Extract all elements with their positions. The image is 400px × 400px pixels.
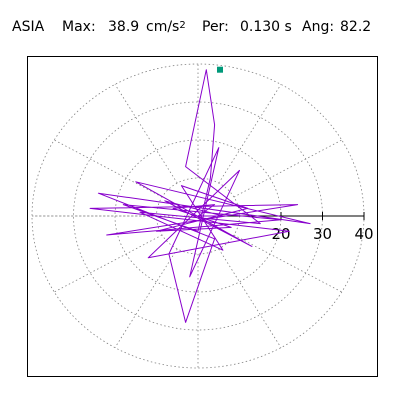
period-value: 0.130 s — [240, 19, 292, 35]
max-unit: cm/s2 — [146, 19, 186, 37]
max-unit-exponent: 2 — [179, 20, 186, 31]
angle-label: Ang: — [302, 19, 335, 35]
grid-spoke-300 — [218, 248, 282, 348]
grid-spoke-120 — [114, 84, 178, 184]
plot-frame — [27, 56, 378, 377]
acceleration-trace — [89, 69, 311, 323]
chart-header: ASIA Max: 38.9 cm/s2 Per: 0.130 s Ang: 8… — [0, 0, 400, 46]
radial-tick-label-30: 30 — [313, 225, 332, 243]
marker-layer — [216, 66, 223, 73]
max-value: 38.9 — [108, 19, 140, 35]
max-unit-text: cm/s — [146, 19, 180, 35]
grid-spoke-240 — [114, 248, 178, 348]
period-label: Per: — [202, 19, 229, 35]
trace-layer — [89, 69, 311, 323]
peak-marker — [216, 66, 223, 73]
grid-spoke-330 — [233, 234, 342, 293]
grid-spoke-60 — [218, 84, 282, 184]
angle-value: 82.2 — [340, 19, 372, 35]
station-name: ASIA — [12, 19, 45, 35]
grid-spoke-30 — [233, 139, 342, 198]
grid-spoke-210 — [54, 234, 163, 293]
max-label: Max: — [62, 19, 96, 35]
grid-spoke-150 — [54, 139, 163, 198]
radial-tick-label-40: 40 — [354, 225, 373, 243]
